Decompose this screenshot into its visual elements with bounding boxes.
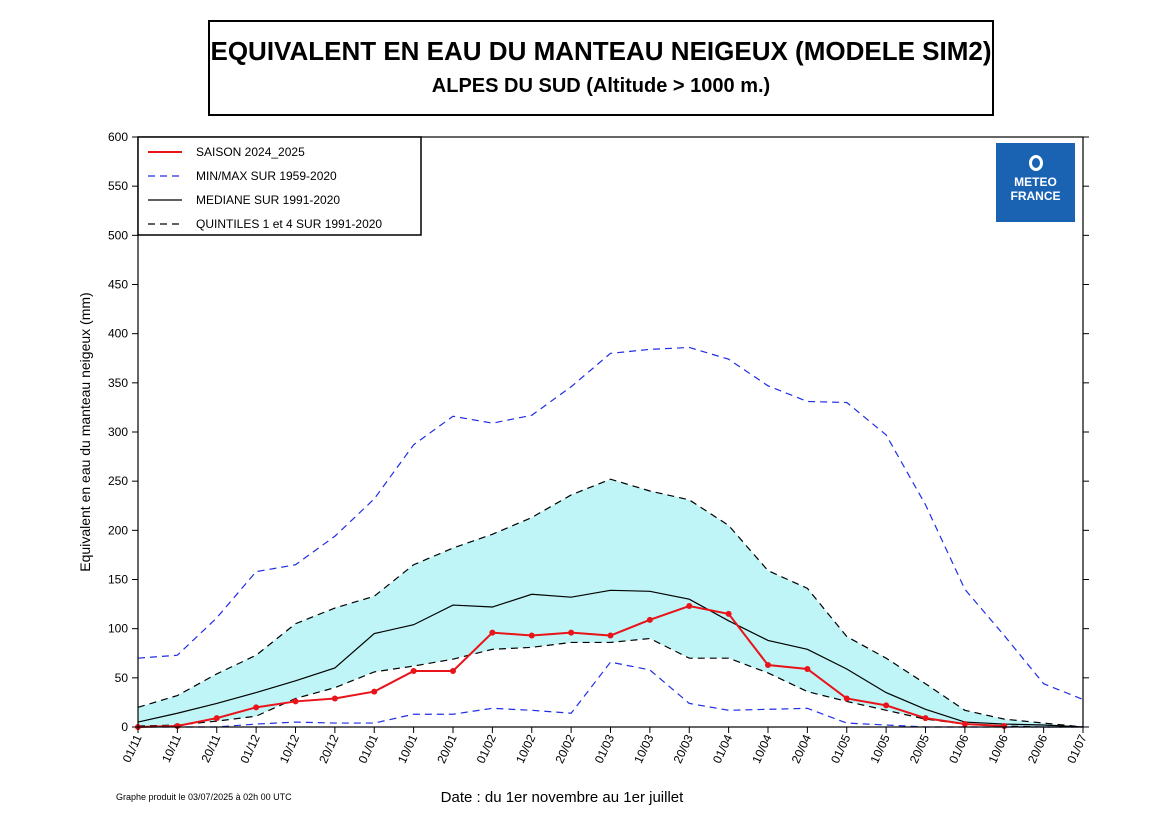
y-tick-label: 600 [108,130,128,144]
max-line [137,346,1084,701]
y-tick-label: 50 [115,671,129,685]
y-tick-label: 100 [108,622,128,636]
legend-label: QUINTILES 1 et 4 SUR 1991-2020 [196,217,382,231]
x-tick-label: 01/03 [592,732,618,765]
season-point [646,616,653,623]
y-tick-label: 200 [108,523,128,537]
season-point [686,603,693,610]
x-tick-label: 20/06 [1025,732,1051,765]
legend-box [137,136,422,236]
x-tick-label: 10/04 [749,732,775,765]
x-tick-label: 01/06 [946,732,972,765]
logo-line1: METEO [1014,175,1057,189]
x-tick-label: 20/12 [316,732,342,765]
x-tick-label: 01/05 [828,732,854,765]
season-point [922,715,929,722]
season-point [331,695,338,702]
chart-subtitle: ALPES DU SUD (Altitude > 1000 m.) [431,75,771,97]
y-tick-label: 350 [108,376,128,390]
x-tick-label: 20/05 [907,732,933,765]
quintile-band [138,479,1083,727]
x-tick-label: 10/06 [986,732,1012,765]
x-tick-label: 01/07 [1064,732,1090,765]
footer-note: Graphe produit le 03/07/2025 à 02h 00 UT… [116,792,292,802]
season-point [765,662,771,669]
x-tick-label: 20/03 [671,732,697,765]
x-tick-label: 01/02 [474,732,500,765]
y-axis-label: Equivalent en eau du manteau neigeux (mm… [77,292,93,571]
season-point [843,695,850,702]
y-tick-label: 500 [108,228,128,242]
legend-label: MEDIANE SUR 1991-2020 [196,193,340,207]
season-point [371,688,378,695]
logo-mark-icon [1028,155,1043,171]
x-tick-label: 20/02 [552,732,578,765]
season-point [883,702,890,709]
y-tick-label: 550 [108,179,128,193]
median-line [137,589,1084,728]
season-point [725,610,732,617]
season-point [253,704,260,711]
title-box: EQUIVALENT EN EAU DU MANTEAU NEIGEUX (MO… [208,20,994,116]
y-tick-label: 0 [121,720,128,734]
x-tick-label: 01/12 [237,732,263,765]
season-point [410,667,417,674]
season-point [961,721,968,728]
x-tick-label: 10/12 [277,732,303,765]
y-tick-label: 250 [108,474,128,488]
legend-label: SAISON 2024_2025 [196,145,305,159]
legend: SAISON 2024_2025 MIN/MAX SUR 1959-2020 MED… [137,136,422,236]
x-tick-label: 10/05 [867,732,893,765]
x-tick-label: 01/04 [710,732,736,765]
quintile-4-line [137,478,1084,728]
x-tick-label: 10/01 [395,732,421,765]
x-tick-label: 10/11 [159,732,184,765]
y-tick-label: 150 [108,573,128,587]
season-point [804,665,811,672]
x-tick-label: 20/11 [198,732,223,765]
x-tick-label: 01/01 [356,732,382,765]
y-tick-label: 450 [108,278,128,292]
y-tick-label: 300 [108,425,128,439]
x-tick-label: 01/11 [120,732,145,765]
y-tick-label: 400 [108,327,128,341]
chart-title: EQUIVALENT EN EAU DU MANTEAU NEIGEUX (MO… [210,36,992,66]
season-point [607,632,614,639]
x-tick-label: 10/02 [513,732,539,765]
x-axis-label: Date : du 1er novembre au 1er juillet [441,789,684,806]
season-point [528,632,535,639]
x-tick-label: 20/04 [789,732,815,765]
season-point [213,715,220,722]
x-tick-label: 10/03 [631,732,657,765]
x-tick-label: 20/01 [434,732,460,765]
season-point [450,667,456,674]
season-point [568,629,575,636]
meteo-france-logo: METEO FRANCE [996,143,1075,222]
legend-label: MIN/MAX SUR 1959-2020 [196,169,337,183]
season-point [489,629,496,636]
season-point [292,698,299,705]
logo-line2: FRANCE [1010,189,1061,203]
